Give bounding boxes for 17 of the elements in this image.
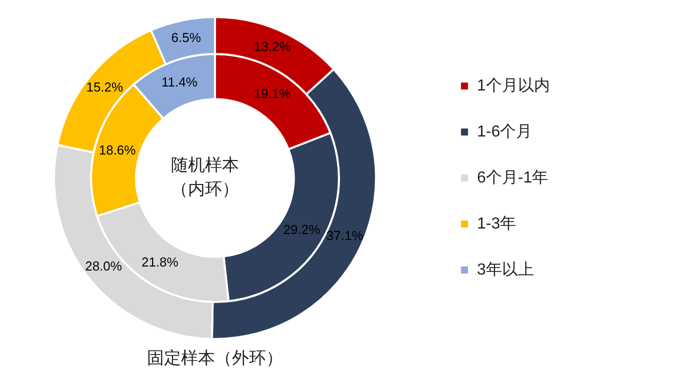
- slice-label: 随机样本（内环）: [171, 156, 239, 199]
- data-label: 13.2%: [254, 39, 292, 54]
- data-label: 28.0%: [85, 258, 122, 274]
- legend-label: 1-3年: [477, 215, 516, 232]
- data-label: 11.4%: [162, 74, 198, 90]
- data-label: 18.6%: [98, 142, 136, 158]
- slice-label: 固定样本（外环）: [147, 348, 283, 368]
- legend-label: 6个月-1年: [477, 168, 548, 186]
- legend-label: 1-6个月: [477, 122, 532, 140]
- legend-label: 3年以上: [477, 260, 534, 278]
- data-label: 19.1%: [254, 86, 292, 101]
- data-label: 29.2%: [283, 222, 321, 238]
- data-label: 21.8%: [141, 254, 179, 270]
- data-label: 15.2%: [86, 79, 124, 94]
- data-label: 37.1%: [326, 228, 364, 244]
- legend-label: 1个月以内: [477, 76, 550, 94]
- data-label: 6.5%: [171, 30, 202, 46]
